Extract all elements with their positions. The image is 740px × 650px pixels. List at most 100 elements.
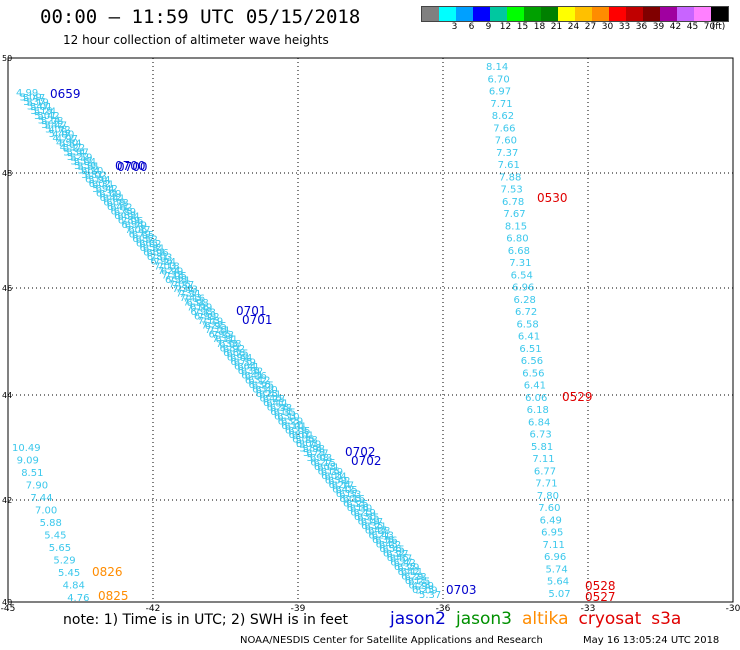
wave-height-value: 6.29 bbox=[401, 571, 423, 582]
wave-height-value: 7.03 bbox=[154, 261, 176, 272]
lat-tick-label: 46 bbox=[2, 284, 12, 293]
wave-height-value: 6.32 bbox=[383, 549, 405, 560]
wave-height-value: 5.22 bbox=[63, 143, 85, 154]
wave-height-value: 5.59 bbox=[70, 152, 92, 163]
wave-height-value: 8.62 bbox=[492, 111, 514, 122]
lat-tick-label: 40 bbox=[2, 598, 12, 607]
color-scale-label: 21 bbox=[550, 22, 563, 32]
wave-height-value: 6.25 bbox=[412, 585, 434, 596]
wave-height-value: 6.96 bbox=[544, 552, 566, 563]
wave-height-value: 6.56 bbox=[521, 356, 543, 367]
time-label: 0529 bbox=[562, 390, 593, 404]
wave-height-value: 6.73 bbox=[110, 207, 132, 218]
wave-height-value: 6.41 bbox=[237, 362, 259, 373]
wave-height-value: 4.84 bbox=[63, 581, 85, 592]
wave-height-value: 4.99 bbox=[16, 88, 38, 99]
wave-height-value: 8.51 bbox=[21, 468, 43, 479]
time-label: 0825 bbox=[98, 589, 129, 603]
lat-tick-label: 42 bbox=[2, 496, 12, 505]
wave-height-value: 6.62 bbox=[114, 211, 136, 222]
wave-height-value: 7.11 bbox=[208, 326, 230, 337]
wave-height-value: 6.03 bbox=[314, 462, 336, 473]
wave-height-value: 6.41 bbox=[103, 193, 125, 204]
wave-height-value: 6.47 bbox=[365, 526, 387, 537]
wave-height-value: 6.02 bbox=[89, 179, 111, 190]
wave-height-value: 6.17 bbox=[336, 489, 358, 500]
wave-height-value: 6.35 bbox=[361, 521, 383, 532]
color-scale-label: 45 bbox=[686, 22, 699, 32]
wave-height-value: 6.37 bbox=[394, 562, 416, 573]
wave-height-value: 6.40 bbox=[259, 393, 281, 404]
wave-height-value: 6.05 bbox=[292, 435, 314, 446]
color-scale-label: 33 bbox=[618, 22, 631, 32]
wave-height-value: 6.25 bbox=[350, 507, 372, 518]
lat-tick-label: 44 bbox=[2, 391, 12, 400]
wave-height-value: 6.81 bbox=[219, 343, 241, 354]
wave-height-value: 5.47 bbox=[49, 129, 71, 140]
time-label: 0659 bbox=[50, 87, 81, 101]
wave-height-value: 7.44 bbox=[30, 493, 52, 504]
wave-height-value: 6.72 bbox=[515, 307, 537, 318]
wave-height-value: 6.69 bbox=[103, 197, 125, 208]
satellite-jason3: jason3 bbox=[456, 609, 512, 629]
wave-height-value: 6.70 bbox=[487, 74, 509, 85]
wave-height-value: 5.34 bbox=[63, 147, 85, 158]
wave-height-value: 7.11 bbox=[543, 540, 565, 551]
wave-height-value: 6.79 bbox=[129, 229, 151, 240]
wave-height-value: 5.34 bbox=[59, 139, 81, 150]
wave-height-value: 7.11 bbox=[212, 334, 234, 345]
wave-height-value: 6.28 bbox=[267, 403, 289, 414]
wave-height-value: 7.16 bbox=[183, 294, 205, 305]
color-swatch-0 bbox=[422, 7, 439, 21]
wave-height-value: 7.24 bbox=[154, 257, 176, 268]
wave-height-value: 5.88 bbox=[40, 518, 62, 529]
wave-height-value: 6.39 bbox=[238, 366, 260, 377]
color-scale-label: 39 bbox=[652, 22, 665, 32]
wave-height-value: 7.06 bbox=[125, 225, 147, 236]
wave-height-value: 6.99 bbox=[194, 311, 216, 322]
satellite-jason2: jason2 bbox=[390, 609, 446, 629]
color-swatch-5 bbox=[507, 7, 524, 21]
time-label: 0700 bbox=[115, 159, 146, 173]
wave-height-value: 5.45 bbox=[44, 531, 66, 542]
wave-height-value: 7.19 bbox=[201, 316, 223, 327]
wave-height-value: 6.10 bbox=[277, 412, 299, 423]
wave-height-value: 6.25 bbox=[408, 576, 430, 587]
wave-height-value: 6.24 bbox=[325, 471, 347, 482]
wave-height-value: 6.35 bbox=[278, 416, 300, 427]
wave-height-value: 7.31 bbox=[183, 298, 205, 309]
wave-height-value: 5.79 bbox=[303, 448, 325, 459]
wave-height-value: 6.73 bbox=[107, 198, 129, 209]
wave-height-value: 6.17 bbox=[332, 481, 354, 492]
time-label: 0528 bbox=[585, 579, 616, 593]
wave-height-value: 7.37 bbox=[176, 289, 198, 300]
wave-height-value: 6.02 bbox=[85, 171, 107, 182]
time-label: 0702 bbox=[345, 445, 376, 459]
wave-height-value: 6.35 bbox=[357, 512, 379, 523]
color-swatch-16 bbox=[694, 7, 711, 21]
wave-height-value: 6.29 bbox=[285, 425, 307, 436]
color-scale-label: 70 bbox=[703, 22, 716, 32]
time-label: 0701 bbox=[242, 313, 273, 327]
wave-height-value: 6.69 bbox=[99, 189, 121, 200]
wave-height-value: 6.56 bbox=[375, 535, 397, 546]
lon-tick-label: -36 bbox=[436, 604, 451, 614]
wave-height-value: 7.03 bbox=[150, 253, 172, 264]
wave-height-value: 7.66 bbox=[493, 123, 515, 134]
wave-height-value: 6.38 bbox=[368, 526, 390, 537]
wave-height-value: 5.81 bbox=[531, 442, 553, 453]
wave-height-value: 6.30 bbox=[350, 503, 372, 514]
wave-height-value: 5.47 bbox=[27, 102, 49, 113]
wave-height-value: 6.11 bbox=[405, 576, 427, 587]
wave-height-value: 6.87 bbox=[132, 234, 154, 245]
wave-height-value: 6.16 bbox=[347, 503, 369, 514]
wave-height-value: 7.13 bbox=[198, 316, 220, 327]
wave-height-value: 6.31 bbox=[92, 180, 114, 191]
wave-height-value: 6.99 bbox=[165, 275, 187, 286]
wave-height-value: 6.68 bbox=[219, 339, 241, 350]
wave-height-value: 6.15 bbox=[314, 458, 336, 469]
color-swatch-8 bbox=[558, 7, 575, 21]
wave-height-value: 7.24 bbox=[158, 266, 180, 277]
wave-height-value: 6.79 bbox=[125, 221, 147, 232]
wave-height-value: 6.96 bbox=[150, 257, 172, 268]
